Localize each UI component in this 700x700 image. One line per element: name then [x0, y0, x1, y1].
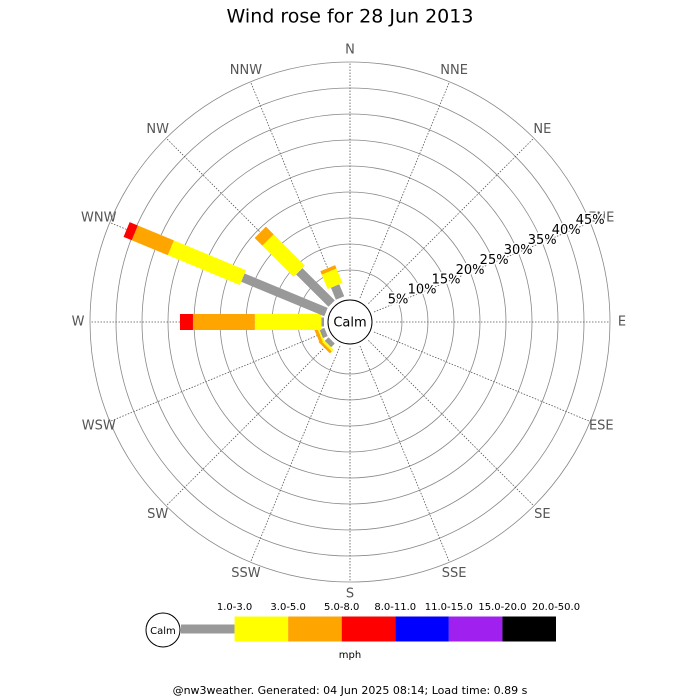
direction-label: ESE	[589, 419, 614, 434]
direction-label: SE	[534, 507, 550, 522]
legend-label: 3.0-5.0	[270, 602, 305, 613]
direction-label: NW	[146, 122, 169, 137]
bar-segment	[320, 265, 337, 275]
spoke	[359, 345, 450, 563]
bar-segment	[254, 226, 274, 246]
legend-label: 20.0-50.0	[532, 602, 580, 613]
ring-label: 5%	[388, 293, 409, 308]
direction-label: E	[618, 315, 626, 330]
spoke	[165, 340, 332, 507]
legend-calm-circle	[145, 612, 181, 648]
direction-label: SSE	[442, 566, 467, 581]
ring-label: 10%	[408, 283, 437, 298]
direction-label: W	[72, 315, 85, 330]
legend-label: 11.0-15.0	[425, 602, 473, 613]
spoke	[359, 81, 450, 299]
direction-label: SSW	[231, 566, 261, 581]
spoke	[373, 331, 591, 422]
ring-label: 35%	[528, 233, 557, 248]
bar-segment	[123, 222, 138, 241]
direction-label: S	[346, 587, 354, 602]
legend-swatch	[234, 616, 289, 642]
bars: Calm	[123, 222, 373, 354]
spoke	[368, 340, 535, 507]
bar-segment	[131, 225, 174, 256]
legend-swatch	[181, 624, 235, 634]
grid: N NNE NE ENE E ESE SE SSE S SSW SW WSW W WNW NW NNW 5%10…	[72, 43, 627, 602]
ring-label: 30%	[504, 243, 533, 258]
direction-label: NE	[533, 122, 551, 137]
legend-swatch	[341, 616, 396, 642]
ring-label: 25%	[480, 253, 509, 268]
footer: @nw3weather. Generated: 04 Jun 2025 08:1…	[173, 684, 528, 697]
direction-label: WSW	[82, 419, 116, 434]
bar-segment	[313, 327, 323, 344]
direction-label: NNE	[440, 63, 468, 78]
legend: Calm mph 1.0-3.0 3.0-5.0 5.0-8.0 8.0-11.0 11…	[145, 602, 580, 661]
spoke	[109, 331, 327, 422]
bar-segment	[316, 326, 325, 342]
spoke	[373, 222, 591, 313]
calm-label: Calm	[333, 316, 366, 331]
legend-unit: mph	[339, 650, 361, 661]
legend-swatch	[288, 616, 342, 642]
spoke	[250, 81, 341, 299]
grid-ring	[89, 61, 611, 583]
legend-calm-label: Calm	[150, 626, 176, 637]
legend-label: 15.0-20.0	[478, 602, 526, 613]
bar-segment	[324, 337, 335, 348]
bar-segment	[330, 284, 345, 300]
bar-segment	[241, 273, 328, 317]
bar-segment	[321, 268, 343, 290]
direction-label: NNW	[230, 63, 262, 78]
ring-label: 15%	[432, 273, 461, 288]
ring-label: 40%	[552, 223, 581, 238]
bar-segment	[262, 234, 305, 277]
bar-segment	[296, 268, 335, 307]
bar-segment	[318, 340, 332, 354]
direction-label: ENE	[588, 210, 614, 225]
spoke	[250, 345, 341, 563]
grid-ring	[141, 113, 559, 531]
spoke	[368, 137, 535, 304]
legend-swatch	[448, 616, 503, 642]
legend-swatch	[395, 616, 449, 642]
ring-label: 20%	[456, 263, 485, 278]
legend-label: 8.0-11.0	[374, 602, 416, 613]
bar-segment	[320, 338, 334, 352]
legend-swatch	[502, 616, 556, 642]
ring-label: 45%	[576, 213, 605, 228]
legend-label: 5.0-8.0	[324, 602, 359, 613]
calm-circle	[327, 299, 373, 345]
legend-label: 1.0-3.0	[217, 602, 252, 613]
chart-title: Wind rose for 28 Jun 2013	[227, 6, 474, 28]
direction-label: N	[345, 43, 355, 58]
bar-segment	[167, 240, 246, 286]
direction-label: WNW	[81, 210, 117, 225]
bar-segment	[319, 327, 328, 339]
direction-label: SW	[147, 507, 168, 522]
